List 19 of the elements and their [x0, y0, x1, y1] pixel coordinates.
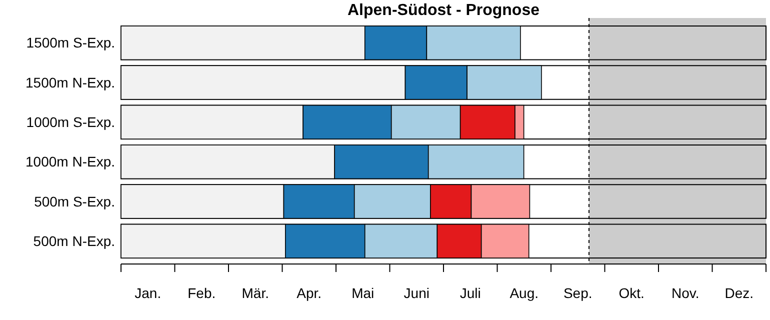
- text: Nov.: [672, 285, 700, 301]
- text: Dez.: [724, 285, 754, 301]
- y-tick-label: 1000m S-Exp.: [26, 114, 115, 130]
- text: Aug.: [510, 285, 539, 301]
- y-tick-label: 1500m N-Exp.: [26, 74, 115, 90]
- text: Mär.: [242, 285, 269, 301]
- text: Mai: [352, 285, 374, 301]
- text: Feb.: [188, 285, 216, 301]
- y-tick-label: 1500m S-Exp.: [26, 34, 115, 51]
- y-tick-label: 500m S-Exp.: [34, 193, 115, 210]
- text: Apr.: [296, 285, 322, 301]
- text: Juli: [460, 285, 481, 301]
- text: Jan.: [134, 285, 162, 301]
- y-tick-label: 500m N-Exp.: [33, 233, 115, 250]
- text: Sep.: [563, 285, 592, 301]
- text: Okt.: [618, 285, 644, 301]
- chart-title: Alpen-Südost - Prognose: [348, 2, 540, 19]
- y-tick-label: 1000m N-Exp.: [26, 154, 115, 170]
- text: Juni: [404, 285, 430, 301]
